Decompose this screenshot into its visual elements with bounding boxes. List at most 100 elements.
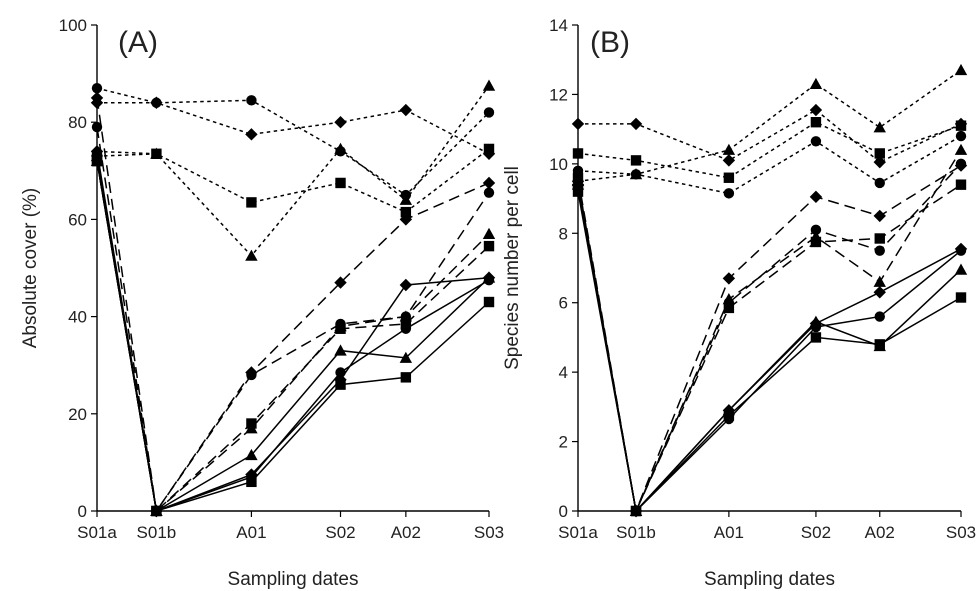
- data-point-circle: [246, 95, 257, 106]
- y-tick-label: 6: [559, 294, 568, 313]
- x-tick-label: A02: [865, 523, 895, 542]
- data-point-diamond: [873, 286, 886, 299]
- panel-label: (B): [590, 26, 630, 59]
- data-point-circle: [810, 136, 822, 147]
- data-point-square: [810, 117, 822, 128]
- data-point-circle: [810, 321, 822, 333]
- data-point-circle: [400, 323, 412, 334]
- data-point-triangle: [873, 275, 886, 287]
- data-point-square: [723, 410, 735, 421]
- series-line-solid: [96, 160, 490, 512]
- data-point-diamond: [334, 116, 347, 129]
- data-point-circle: [874, 245, 885, 256]
- data-point-diamond: [245, 128, 258, 141]
- data-point-square: [483, 296, 495, 308]
- data-point-square: [335, 323, 346, 334]
- data-point-square: [246, 197, 257, 208]
- data-point-diamond: [873, 155, 886, 169]
- series-line-dashed: [96, 97, 490, 514]
- y-tick-label: 12: [549, 85, 568, 104]
- y-tick-label: 0: [559, 502, 568, 521]
- y-tick-label: 10: [549, 155, 568, 174]
- data-point-triangle: [954, 263, 968, 275]
- series-line-dotted: [577, 69, 962, 182]
- series-line-dotted: [577, 135, 962, 195]
- data-point-circle: [630, 169, 642, 180]
- data-point-square: [483, 240, 495, 252]
- data-point-diamond: [90, 91, 104, 105]
- data-point-square: [400, 372, 412, 383]
- data-point-circle: [955, 158, 967, 170]
- data-point-triangle: [245, 249, 258, 261]
- data-point-square: [723, 172, 735, 183]
- x-tick-label: S01b: [137, 523, 177, 542]
- data-point-square: [955, 120, 967, 131]
- x-tick-label: A02: [391, 523, 421, 542]
- series-line-dotted: [97, 102, 490, 155]
- data-point-square: [151, 505, 162, 517]
- series-line-dashed: [577, 163, 962, 514]
- data-point-diamond: [571, 117, 585, 131]
- x-tick-label: S03: [946, 523, 976, 542]
- y-tick-label: 60: [68, 210, 87, 229]
- series-line-dotted: [96, 87, 490, 197]
- data-point-circle: [91, 82, 103, 94]
- y-tick-label: 40: [68, 308, 87, 327]
- data-point-triangle: [722, 293, 736, 305]
- data-point-triangle: [809, 77, 823, 89]
- panel-b: 0 2 4 6 8 10 12 14 S01a S01b A01 S02 A02 S03 Sampling …: [502, 16, 976, 590]
- data-point-circle: [483, 274, 495, 286]
- data-point-diamond: [150, 96, 163, 109]
- y-tick-label: 0: [78, 502, 87, 521]
- x-tick-label: S02: [801, 523, 831, 542]
- y-tick-label: 80: [68, 113, 87, 132]
- series-line-dashed: [96, 126, 490, 513]
- data-point-square: [723, 302, 735, 314]
- data-point-triangle: [873, 121, 886, 133]
- x-tick-label: A01: [714, 523, 744, 542]
- data-point-diamond: [809, 103, 823, 117]
- data-point-diamond: [722, 154, 736, 167]
- series-line-solid: [96, 160, 490, 513]
- x-tick-label: S01a: [77, 523, 117, 542]
- data-point-triangle: [954, 143, 968, 155]
- data-point-square: [874, 233, 885, 244]
- data-point-diamond: [334, 276, 347, 289]
- data-point-triangle: [722, 143, 736, 155]
- data-point-diamond: [399, 213, 413, 226]
- x-tick-label: S02: [325, 523, 355, 542]
- data-point-square: [955, 179, 967, 190]
- data-point-square: [335, 177, 346, 189]
- series-line-dotted: [578, 109, 962, 163]
- series-line-dashed: [96, 160, 490, 513]
- series-line-dotted: [577, 121, 962, 179]
- x-tick-label: S01b: [616, 523, 656, 542]
- data-point-circle: [874, 177, 885, 189]
- x-tick-label: A01: [236, 523, 266, 542]
- data-point-square: [400, 206, 412, 218]
- x-tick-label: S01a: [558, 523, 598, 542]
- series-line-solid: [577, 188, 962, 513]
- x-tick-label: S03: [474, 523, 504, 542]
- data-point-square: [630, 155, 642, 166]
- data-point-square: [874, 339, 885, 350]
- data-point-circle: [335, 367, 346, 378]
- series-line-solid: [577, 184, 962, 513]
- data-point-square: [335, 379, 346, 390]
- data-point-circle: [483, 107, 495, 118]
- data-point-circle: [874, 311, 885, 322]
- data-point-circle: [246, 369, 257, 381]
- y-axis-title: Absolute cover (%): [20, 188, 41, 349]
- data-point-triangle: [245, 448, 258, 461]
- data-point-circle: [483, 187, 495, 198]
- data-point-diamond: [873, 209, 886, 223]
- series-line-solid: [577, 181, 962, 513]
- panel-label: (A): [118, 26, 158, 59]
- data-point-diamond: [399, 278, 413, 292]
- data-point-diamond: [90, 145, 104, 158]
- y-tick-label: 4: [559, 363, 568, 382]
- y-tick-label: 8: [559, 224, 568, 243]
- y-tick-label: 2: [559, 433, 568, 452]
